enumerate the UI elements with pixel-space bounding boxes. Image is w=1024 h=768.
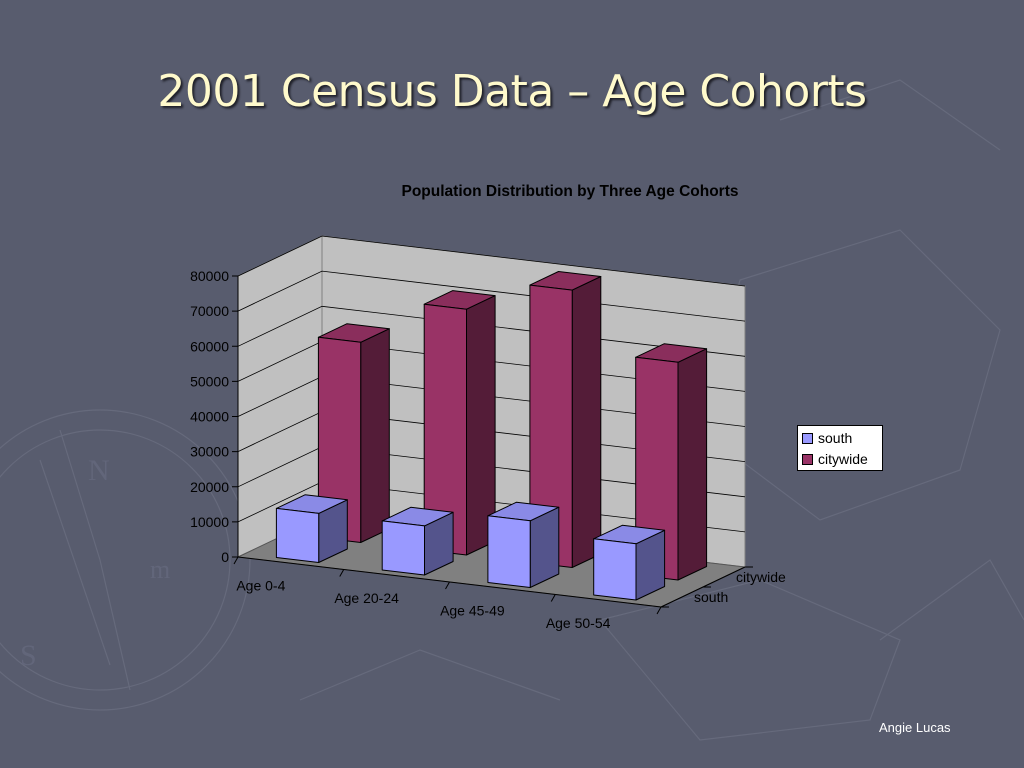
x-tick-label: Age 0-4 — [236, 577, 285, 593]
x-tick-label: Age 20-24 — [334, 590, 399, 606]
gridline — [237, 270, 746, 322]
bar-south-2 — [487, 501, 560, 588]
y-tick-label: 70000 — [190, 303, 229, 319]
y-tick-label: 40000 — [190, 409, 229, 425]
chart-title: Population Distribution by Three Age Coh… — [401, 183, 739, 200]
legend-label-citywide: citywide — [818, 451, 868, 467]
x-tick — [656, 606, 662, 615]
x-tick — [445, 581, 450, 590]
svg-text:N: N — [88, 454, 110, 487]
legend-label-south: south — [818, 430, 853, 446]
y-tick-label: 30000 — [190, 444, 229, 460]
x-tick — [339, 569, 345, 577]
svg-text:S: S — [20, 639, 37, 672]
slide-title: 2001 Census Data – Age Cohorts — [157, 66, 867, 117]
legend-item-citywide: citywide — [802, 450, 868, 468]
legend-item-south: south — [802, 429, 852, 447]
gridline — [237, 235, 746, 287]
y-tick-label: 50000 — [190, 373, 229, 389]
chart-legend: south citywide — [797, 425, 883, 471]
y-tick-label: 0 — [221, 549, 229, 565]
depth-tick-label: citywide — [736, 569, 786, 585]
x-tick — [233, 556, 239, 565]
x-tick — [550, 594, 556, 602]
y-tick-label: 20000 — [190, 479, 229, 495]
svg-text:m: m — [150, 555, 170, 584]
legend-swatch-citywide — [802, 454, 813, 465]
y-tick-label: 10000 — [190, 514, 229, 530]
author-footer: Angie Lucas — [879, 720, 951, 735]
bar-citywide-0 — [317, 323, 390, 543]
x-tick-label: Age 45-49 — [440, 602, 505, 618]
y-tick-label: 80000 — [190, 268, 229, 284]
bar-citywide-1 — [423, 290, 496, 556]
bar-south-1 — [381, 506, 454, 576]
bar-south-3 — [593, 524, 666, 601]
bar-south-0 — [275, 494, 348, 563]
depth-tick-label: south — [694, 589, 728, 605]
x-tick-label: Age 50-54 — [546, 615, 611, 631]
bar-citywide-3 — [635, 343, 708, 581]
y-tick-label: 60000 — [190, 338, 229, 354]
gridline — [237, 305, 746, 357]
legend-swatch-south — [802, 433, 813, 444]
